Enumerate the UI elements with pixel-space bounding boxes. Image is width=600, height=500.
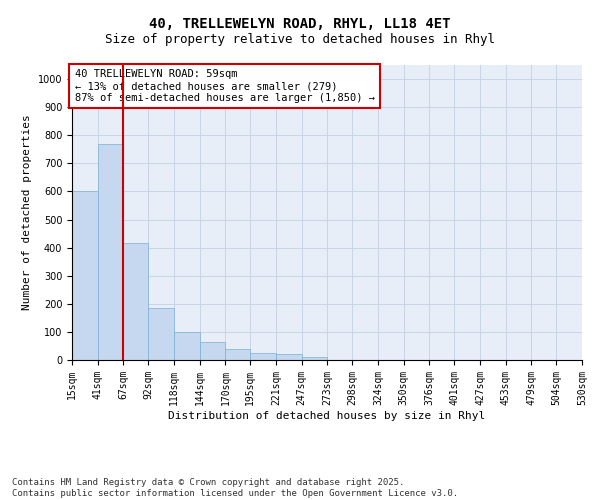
Bar (148, 308, 174, 360)
Text: 40, TRELLEWELYN ROAD, RHYL, LL18 4ET: 40, TRELLEWELYN ROAD, RHYL, LL18 4ET (149, 18, 451, 32)
Bar (124, 244, 148, 360)
Bar (72, 192, 98, 360)
Text: Contains HM Land Registry data © Crown copyright and database right 2025.
Contai: Contains HM Land Registry data © Crown c… (12, 478, 458, 498)
Bar (200, 342, 226, 360)
Text: Size of property relative to detached houses in Rhyl: Size of property relative to detached ho… (105, 32, 495, 46)
Bar (276, 354, 302, 360)
Bar (302, 357, 328, 360)
Text: 40 TRELLEWELYN ROAD: 59sqm
← 13% of detached houses are smaller (279)
87% of sem: 40 TRELLEWELYN ROAD: 59sqm ← 13% of deta… (74, 70, 374, 102)
Bar (226, 349, 250, 360)
Bar (98, 144, 124, 360)
Bar (174, 332, 200, 360)
Bar (250, 353, 276, 360)
Y-axis label: Number of detached properties: Number of detached properties (22, 114, 32, 310)
X-axis label: Distribution of detached houses by size in Rhyl: Distribution of detached houses by size … (169, 410, 485, 420)
